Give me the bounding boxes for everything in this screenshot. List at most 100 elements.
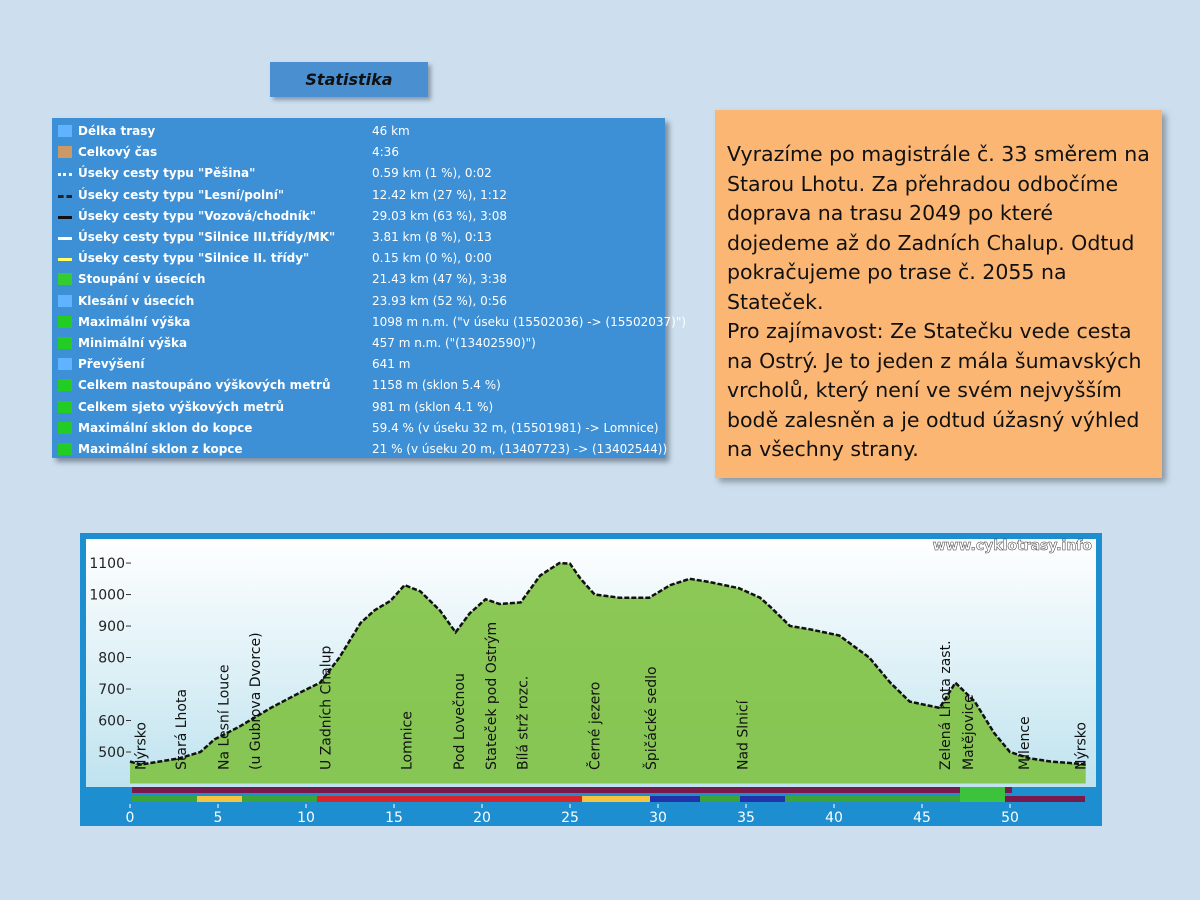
stats-label: Celkový čas (78, 145, 158, 160)
stats-value: 12.42 km (27 %), 1:12 (372, 187, 508, 202)
stats-title: Statistika (270, 62, 428, 97)
stats-row: Maximální sklon z kopce 21 % (v úseku 20 … (52, 440, 668, 461)
stats-label: Minimální výška (78, 336, 188, 350)
stats-icon (58, 315, 72, 328)
place-label: Bílá strž rozc. (515, 676, 531, 770)
stats-icon (58, 379, 72, 392)
y-tick-label: 1000 (89, 588, 125, 604)
x-tick-label: 40 (825, 810, 843, 826)
stats-row: Celkem sjeto výškových metrů 981 m (sklon… (52, 398, 665, 419)
place-label: Černé jezero (586, 682, 604, 770)
place-label: Nýrsko (134, 722, 150, 770)
x-tick-label: 45 (913, 810, 931, 826)
y-tick-label: 600 (98, 714, 125, 730)
stats-label: Maximální sklon z kopce (78, 442, 243, 456)
stats-label: Úseky cesty typu "Vozová/chodník" (78, 208, 317, 223)
stats-icon (58, 421, 72, 434)
stats-label: Klesání v úsecích (78, 293, 195, 308)
description: Vyrazíme po magistrále č. 33 směrem na S… (715, 110, 1162, 478)
stats-icon (58, 294, 72, 307)
stats-value: 981 m (sklon 4.1 %) (372, 399, 494, 414)
y-tick-label: 900 (98, 619, 125, 635)
stats-row: Úseky cesty typu "Silnice II. třídy" 0.15… (52, 249, 665, 270)
place-label: Na Lesní Louce (216, 665, 232, 770)
x-tick-label: 20 (473, 810, 491, 826)
stats-icon (58, 337, 72, 349)
stats-value: 457 m n.m. ("(13402590)") (372, 336, 536, 350)
elevation-line (129, 561, 1086, 766)
stats-value: 3.81 km (8 %), 0:13 (372, 230, 492, 244)
stats-row: Celkem nastoupáno výškových metrů 1158 m … (52, 376, 665, 397)
place-label: Lomnice (399, 711, 415, 770)
stats-label: Celkem nastoupáno výškových metrů (78, 378, 331, 393)
paragraph: Vyrazíme po magistrále č. 33 směrem na S… (727, 142, 1150, 314)
stats-icon (58, 400, 72, 413)
stats-value: 1098 m n.m. ("v úseku (15502036) -> (155… (372, 314, 687, 329)
x-tick-label: 50 (1001, 810, 1019, 826)
place-label: Stateček pod Ostrým (484, 622, 500, 770)
stats-label: Převýšení (78, 357, 145, 372)
x-tick-label: 0 (126, 810, 135, 826)
place-label: Pod Lovečnou (452, 673, 468, 770)
stats-label: Úseky cesty typu "Silnice III.třídy/MK" (78, 230, 336, 244)
x-tick-label: 25 (561, 810, 579, 826)
stats-row: Úseky cesty typu "Lesní/polní" 12.42 km (… (52, 186, 665, 207)
stats-label: Maximální výška (78, 314, 191, 329)
stats-icon (58, 210, 72, 219)
place-label: Milence (1017, 716, 1033, 770)
stats-value: 0.15 km (0 %), 0:00 (372, 251, 492, 266)
stats-icon (58, 273, 72, 286)
stats-row: Úseky cesty typu "Silnice III.třídy/MK" 3… (52, 228, 665, 249)
stats-icon (58, 189, 72, 198)
place-label: Nýrsko (1073, 722, 1089, 770)
stats-value: 4:36 (372, 145, 399, 160)
stats-value: 46 km (372, 124, 410, 138)
stats-icon (58, 125, 72, 137)
x-tick-label: 35 (737, 810, 755, 826)
x-tick-label: 10 (297, 810, 315, 826)
stats-value: 21 % (v úseku 20 m, (13407723) -> (13402… (372, 442, 668, 456)
stats-row: Stoupání v úsecích 21.43 km (47 %), 3:38 (52, 270, 665, 291)
stats-icon (58, 231, 72, 240)
stats-row: Minimální výška 457 m n.m. ("(13402590)") (52, 334, 665, 355)
x-tick-label: 5 (214, 810, 223, 826)
place-label: (u Gubrova Dvorce) (248, 632, 264, 770)
stats-icon (58, 358, 72, 371)
stats-row: Úseky cesty typu "Vozová/chodník" 29.03 k… (52, 207, 665, 228)
place-label: Zelená Lhota zast. (938, 640, 954, 770)
stats-icon (58, 146, 72, 159)
stats-value: 1158 m (sklon 5.4 %) (372, 378, 501, 393)
place-label: Stará Lhota (174, 689, 190, 770)
stats-icon (58, 443, 72, 455)
stats-label: Stoupání v úsecích (78, 272, 206, 287)
stats-value: 641 m (372, 357, 411, 372)
stats-row: Celkový čas 4:36 (52, 143, 665, 164)
surface-bars (132, 787, 1085, 802)
stats-label: Úseky cesty typu "Lesní/polní" (78, 187, 285, 202)
y-tick-label: 500 (98, 745, 125, 761)
stats-row: Délka trasy 46 km (52, 122, 665, 143)
paragraph: Pro zajímavost: Ze Statečku vede cesta n… (727, 319, 1142, 461)
stats-label: Úseky cesty typu "Silnice II. třídy" (78, 251, 310, 266)
stats-label: Úseky cesty typu "Pěšina" (78, 166, 256, 181)
stats-row: Maximální výška 1098 m n.m. ("v úseku (15… (52, 313, 686, 334)
stats-row: Úseky cesty typu "Pěšina" 0.59 km (1 %), … (52, 164, 665, 185)
stats-icon (58, 252, 72, 262)
y-tick-label: 800 (98, 651, 125, 667)
stats-label: Maximální sklon do kopce (78, 420, 253, 435)
stats-row: Převýšení 641 m (52, 355, 665, 376)
stats-value: 29.03 km (63 %), 3:08 (372, 208, 508, 223)
stats-value: 0.59 km (1 %), 0:02 (372, 166, 492, 181)
stats-value: 23.93 km (52 %), 0:56 (372, 293, 508, 308)
y-tick-label: 700 (98, 682, 125, 698)
place-label: U Zadních Chalup (318, 645, 334, 770)
watermark: www.cyklotrasy.info (933, 538, 1093, 554)
place-label: Matějovice (961, 694, 977, 770)
stats-value: 59.4 % (v úseku 32 m, (15501981) -> Lomn… (372, 420, 659, 435)
stats-table: Délka trasy 46 km Celkový čas 4:36 Úseky ces… (52, 118, 686, 461)
stats-label: Celkem sjeto výškových metrů (78, 399, 285, 414)
y-tick-label: 1100 (89, 556, 125, 572)
stats-label: Délka trasy (78, 124, 156, 138)
